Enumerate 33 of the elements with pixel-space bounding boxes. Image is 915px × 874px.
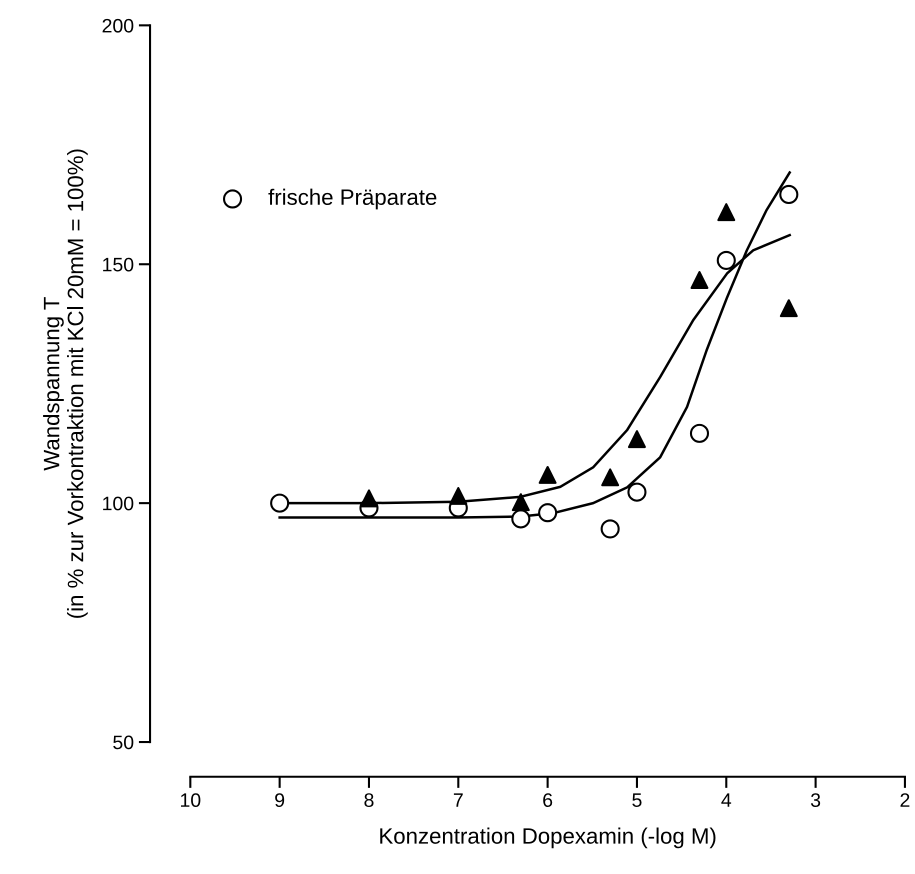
x-tick-label: 4 bbox=[721, 793, 732, 807]
y-tick-label: 150 bbox=[103, 258, 134, 272]
point bbox=[449, 487, 468, 505]
x-tick-label: 10 bbox=[180, 793, 200, 808]
point bbox=[538, 503, 558, 522]
point bbox=[512, 493, 530, 512]
x-tick-label: 5 bbox=[632, 793, 642, 808]
point bbox=[690, 271, 708, 289]
x-axis-title: Konzentration Dopexamin (-log M) bbox=[380, 828, 716, 848]
x-tick-label: 8 bbox=[364, 793, 374, 808]
y-tick-label: 50 bbox=[113, 735, 134, 750]
point bbox=[716, 250, 736, 270]
x-tick-label: 3 bbox=[810, 793, 820, 808]
y-tick-label: 100 bbox=[103, 496, 134, 510]
legend-label: frische Präparate bbox=[268, 188, 436, 210]
x-tick-label: 9 bbox=[275, 793, 284, 808]
point bbox=[270, 494, 290, 513]
point bbox=[360, 489, 378, 508]
point bbox=[627, 482, 647, 502]
x-tick-label: 2 bbox=[900, 793, 910, 807]
point bbox=[717, 203, 736, 222]
point bbox=[628, 430, 646, 448]
point bbox=[779, 184, 798, 204]
x-tick-label: 7 bbox=[454, 793, 463, 807]
point bbox=[600, 519, 620, 538]
point bbox=[538, 466, 557, 484]
point bbox=[601, 468, 620, 486]
y-tick-label: 200 bbox=[102, 18, 134, 33]
point bbox=[780, 299, 798, 318]
x-tick-label: 6 bbox=[543, 793, 552, 808]
y-axis-title: Wandspannung T (in % zur Vorkontraktion mit KCl 20mM = 100%) bbox=[43, 149, 88, 618]
point bbox=[690, 424, 710, 443]
point bbox=[511, 509, 530, 528]
